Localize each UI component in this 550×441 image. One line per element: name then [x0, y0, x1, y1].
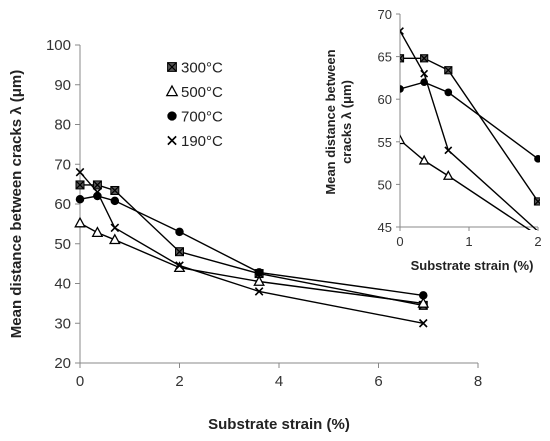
inset-series-line-500-c [400, 139, 531, 230]
legend-label-300-c: 300°C [181, 60, 223, 77]
inset-x-tick-label: 2 [534, 234, 541, 249]
inset-y-tick-label: 65 [378, 50, 392, 65]
x-axis-title: Substrate strain (%) [208, 416, 350, 433]
legend-label-190-c: 190°C [181, 133, 223, 150]
x-tick-label: 8 [474, 373, 482, 390]
legend-marker-500-c [165, 84, 179, 97]
y-tick-label: 30 [54, 315, 71, 332]
inset-data-point-300-c [533, 197, 540, 206]
series-line-300-c [80, 184, 424, 307]
y-tick-label: 60 [54, 196, 71, 213]
legend-label-700-c: 700°C [181, 109, 223, 126]
data-point-190-c [93, 187, 102, 197]
x-tick-label: 0 [76, 373, 84, 390]
legend-item-700-c: 700°C [167, 109, 223, 126]
inset-data-point-300-c [444, 66, 453, 75]
legend-item-500-c: 500°C [165, 84, 223, 101]
inset-data-point-700-c [534, 155, 540, 163]
inset-y-tick-label: 60 [378, 92, 392, 107]
data-point-300-c [175, 247, 184, 257]
legend-marker-190-c [167, 135, 177, 146]
main-chart: 20 30 40 50 60 70 80 90 100 0 2 4 6 8 Substrate strain… [8, 37, 482, 433]
x-tick-label: 6 [374, 373, 382, 390]
inset-data-point-500-c [442, 170, 454, 180]
legend-label-500-c: 500°C [181, 84, 223, 101]
legend-marker-700-c [167, 111, 177, 121]
inset-data-point-500-c [400, 134, 406, 145]
inset-x-axis-title: Substrate strain (%) [411, 258, 534, 273]
data-point-700-c [75, 194, 85, 204]
inset-data-point-700-c [444, 88, 453, 97]
y-tick-label: 50 [54, 236, 71, 253]
data-point-500-c [91, 226, 104, 238]
data-point-500-c [253, 275, 265, 286]
x-tick-label: 4 [275, 373, 283, 390]
inset-y-tick-label: 55 [378, 135, 392, 150]
inset-plot-area [400, 27, 540, 230]
data-point-300-c [92, 180, 102, 190]
inset-data-point-300-c [420, 54, 429, 63]
inset-data-point-190-c [444, 146, 453, 155]
data-point-190-c [75, 167, 85, 177]
y-tick-label: 40 [54, 276, 71, 293]
inset-y-tick-label: 70 [378, 7, 392, 22]
data-point-300-c [110, 185, 120, 195]
data-point-500-c [417, 297, 430, 308]
y-tick-label: 70 [54, 156, 71, 173]
inset-y-tick-label: 50 [378, 177, 392, 192]
data-point-700-c [110, 196, 120, 206]
inset-data-point-500-c [418, 154, 430, 165]
data-point-700-c [419, 291, 428, 300]
y-tick-label: 80 [54, 117, 71, 134]
legend-item-300-c: 300°C [167, 60, 223, 77]
inset-series-line-300-c [400, 57, 540, 204]
data-point-190-c [110, 223, 120, 233]
x-tick-label: 2 [175, 373, 183, 390]
inset-y-tick-label: 45 [378, 220, 392, 235]
data-point-190-c [254, 287, 264, 296]
series-line-500-c [79, 222, 424, 305]
y-axis-title: Mean distance between cracks λ (μm) [8, 70, 25, 338]
data-point-190-c [418, 318, 428, 328]
inset-series-line-700-c [400, 81, 540, 162]
inset-data-point-190-c [420, 69, 429, 78]
data-point-700-c [254, 268, 264, 277]
inset-x-tick-label: 1 [465, 234, 472, 249]
inset-series-line-190-c [400, 30, 538, 230]
legend-marker-300-c [167, 62, 177, 72]
y-tick-label: 20 [54, 355, 71, 372]
data-point-500-c [74, 216, 86, 228]
inset-y-axis-title: Mean distance betweencracks λ (μm) [323, 49, 354, 194]
inset-data-point-300-c [400, 54, 405, 63]
data-point-700-c [175, 227, 184, 237]
legend: 300°C 500°C 700°C 190°C [165, 60, 223, 150]
inset-data-point-700-c [400, 85, 404, 93]
data-point-500-c [108, 233, 121, 245]
data-point-190-c [175, 261, 184, 270]
y-tick-label: 100 [46, 37, 71, 54]
inset-data-point-190-c [400, 27, 404, 35]
data-point-300-c [75, 180, 85, 190]
y-tick-label: 90 [54, 77, 71, 94]
legend-item-190-c: 190°C [167, 133, 223, 150]
series-line-190-c [79, 171, 424, 324]
inset-x-tick-label: 0 [396, 234, 403, 249]
inset-data-point-700-c [420, 78, 428, 86]
